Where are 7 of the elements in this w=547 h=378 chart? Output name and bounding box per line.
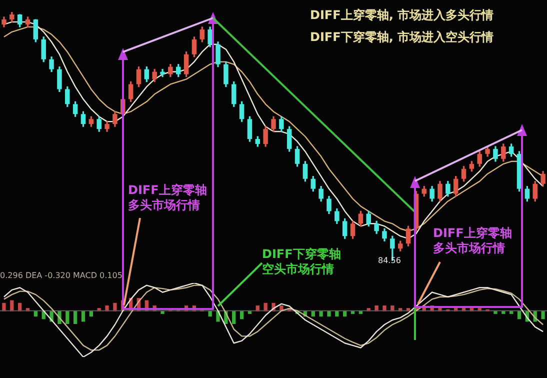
annotation: DIFF下穿零轴, 市场进入空头行情: [310, 30, 494, 45]
annotation: DIFF上穿零轴, 市场进入多头行情: [310, 8, 494, 23]
annotation: DIFF上穿零轴多头市场行情: [433, 226, 513, 256]
annotation: 84.56: [378, 256, 401, 266]
annotation: DIFF下穿零轴空头市场行情: [262, 247, 342, 277]
text: 0.296 DEA -0.320 MACD 0.105: [0, 271, 122, 281]
annotation: DIFF上穿零轴多头市场行情: [128, 183, 208, 213]
